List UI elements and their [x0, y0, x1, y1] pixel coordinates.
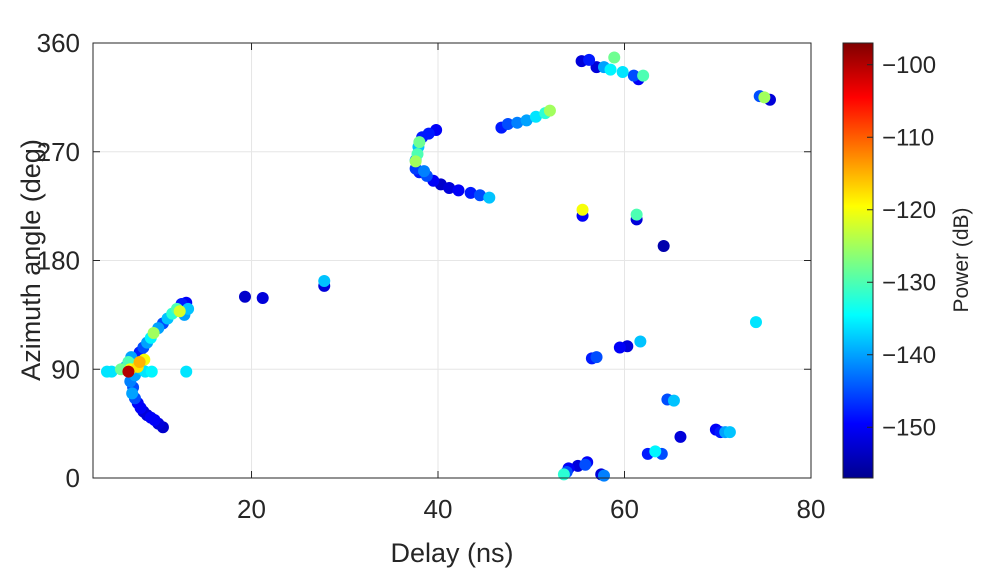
scatter-point [464, 186, 477, 199]
scatter-point [180, 365, 193, 378]
y-tick-label: 90 [51, 354, 80, 384]
scatter-point [413, 136, 426, 149]
colorbar-tick-label: −110 [882, 124, 934, 151]
x-tick-label: 20 [237, 494, 266, 524]
colorbar-tick-label: −140 [882, 342, 936, 369]
scatter-point [674, 430, 687, 443]
x-tick-label: 40 [424, 494, 453, 524]
scatter-point [529, 110, 542, 123]
scatter-point [173, 305, 186, 318]
scatter-point [122, 365, 135, 378]
scatter-point [134, 401, 147, 414]
scatter-point [238, 290, 251, 303]
colorbar-ticks: −100 −110 −120 −130 −140 −150 [867, 52, 936, 441]
scatter-point [511, 116, 524, 129]
scatter-point [133, 356, 146, 368]
scatter-point [616, 66, 629, 78]
colorbar-label: Power (dB) [950, 207, 973, 312]
scatter-point [634, 335, 647, 348]
scatter-point [604, 63, 617, 76]
scatter-point [520, 114, 533, 127]
scatter-point [749, 316, 762, 329]
y-tick-label: 0 [66, 463, 80, 493]
scatter-point [557, 468, 570, 481]
scatter-point [630, 208, 643, 221]
scatter-point [501, 117, 514, 130]
scatter-point [543, 104, 556, 117]
scatter-point [473, 189, 486, 202]
scatter-point [126, 387, 139, 400]
scatter-point [667, 394, 680, 407]
colorbar [842, 42, 874, 479]
scatter-point [649, 445, 662, 458]
scatter-point [147, 327, 160, 339]
scatter-point [483, 191, 496, 204]
scatter-point [627, 69, 640, 82]
colorbar-tick-label: −100 [882, 52, 936, 79]
scatter-point [452, 184, 465, 197]
grid-lines [93, 42, 812, 479]
scatter-point [657, 240, 670, 252]
scatter-point [579, 458, 592, 471]
colorbar-tick-label: −120 [882, 197, 936, 224]
scatter-point [145, 365, 158, 378]
x-axis-label: Delay (ns) [390, 538, 513, 568]
y-tick-label: 180 [37, 246, 80, 276]
scatter-point [148, 414, 161, 426]
x-tick-label: 80 [797, 494, 826, 524]
scatter-point [105, 365, 118, 378]
y-tick-label: 360 [37, 28, 80, 58]
scatter-point [418, 165, 431, 178]
scatter-point [597, 469, 610, 482]
scatter-point [443, 182, 456, 194]
colorbar-tick-label: −130 [882, 269, 936, 296]
data-points [100, 51, 776, 482]
scatter-point [613, 341, 626, 354]
scatter-point [422, 127, 435, 140]
scatter-point [723, 426, 736, 439]
x-tick-label: 60 [610, 494, 639, 524]
colorbar-tick-label: −150 [882, 414, 936, 441]
scatter-point [590, 351, 603, 364]
scatter-point [409, 155, 422, 168]
y-axis-ticks: 0 90 180 270 360 [37, 28, 811, 493]
y-tick-label: 270 [37, 137, 80, 167]
y-axis-label: Azimuth angle (deg) [16, 139, 46, 381]
scatter-point [637, 69, 650, 82]
scatter-point [758, 91, 771, 104]
scatter-point [576, 203, 589, 216]
scatter-point [583, 53, 596, 66]
scatter-point [256, 291, 269, 304]
x-axis-ticks: 20 40 60 80 [237, 43, 825, 524]
scatter-point [318, 275, 331, 288]
scatter-point [608, 51, 621, 64]
